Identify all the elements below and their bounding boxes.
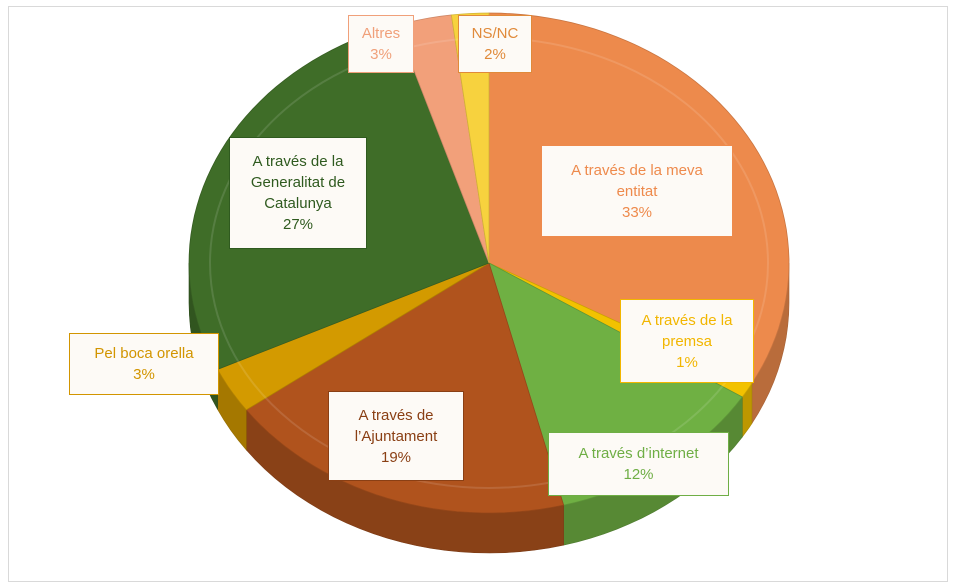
label-value: 33% — [621, 203, 653, 221]
label-line: A través de la — [252, 153, 344, 170]
label-line: Pel boca orella — [94, 345, 194, 362]
data-label-premsa: A través de la premsa 1% — [620, 299, 754, 383]
data-label-generalitat: A través de la Generalitat de Catalunya … — [229, 137, 367, 249]
pie-chart — [188, 12, 790, 554]
label-line: premsa — [661, 332, 713, 350]
label-line: A través de — [358, 406, 434, 424]
pie-slice-3 — [245, 262, 565, 514]
data-label-altres: Altres 3% — [348, 15, 414, 73]
label-value: 1% — [676, 353, 698, 371]
label-value: 27% — [282, 216, 314, 233]
data-label-internet: A través d’internet 12% — [548, 432, 729, 496]
label-line: NS/NC — [471, 25, 519, 42]
label-value: 12% — [623, 466, 654, 483]
label-value: 3% — [133, 366, 155, 383]
label-value: 3% — [370, 46, 392, 63]
data-label-ajuntament: A través de l’Ajuntament 19% — [328, 391, 464, 481]
label-value: 2% — [484, 46, 506, 63]
data-label-boca-orella: Pel boca orella 3% — [69, 333, 219, 395]
label-line: Altres — [361, 25, 401, 42]
label-value: 19% — [380, 448, 412, 466]
data-label-meva-entitat: A través de la meva entitat 33% — [541, 145, 733, 237]
label-line: A través d’internet — [578, 445, 699, 462]
label-line: entitat — [616, 182, 658, 200]
label-line: l’Ajuntament — [354, 427, 438, 445]
label-line: Catalunya — [264, 195, 332, 212]
label-line: A través de la meva — [571, 161, 703, 179]
label-line: Generalitat de — [250, 174, 346, 191]
label-line: A través de la — [641, 311, 733, 329]
data-label-nsnc: NS/NC 2% — [458, 15, 532, 73]
chart-area: A través de la meva entitat 33% A través… — [8, 6, 948, 582]
pie-slice-7 — [450, 12, 490, 264]
